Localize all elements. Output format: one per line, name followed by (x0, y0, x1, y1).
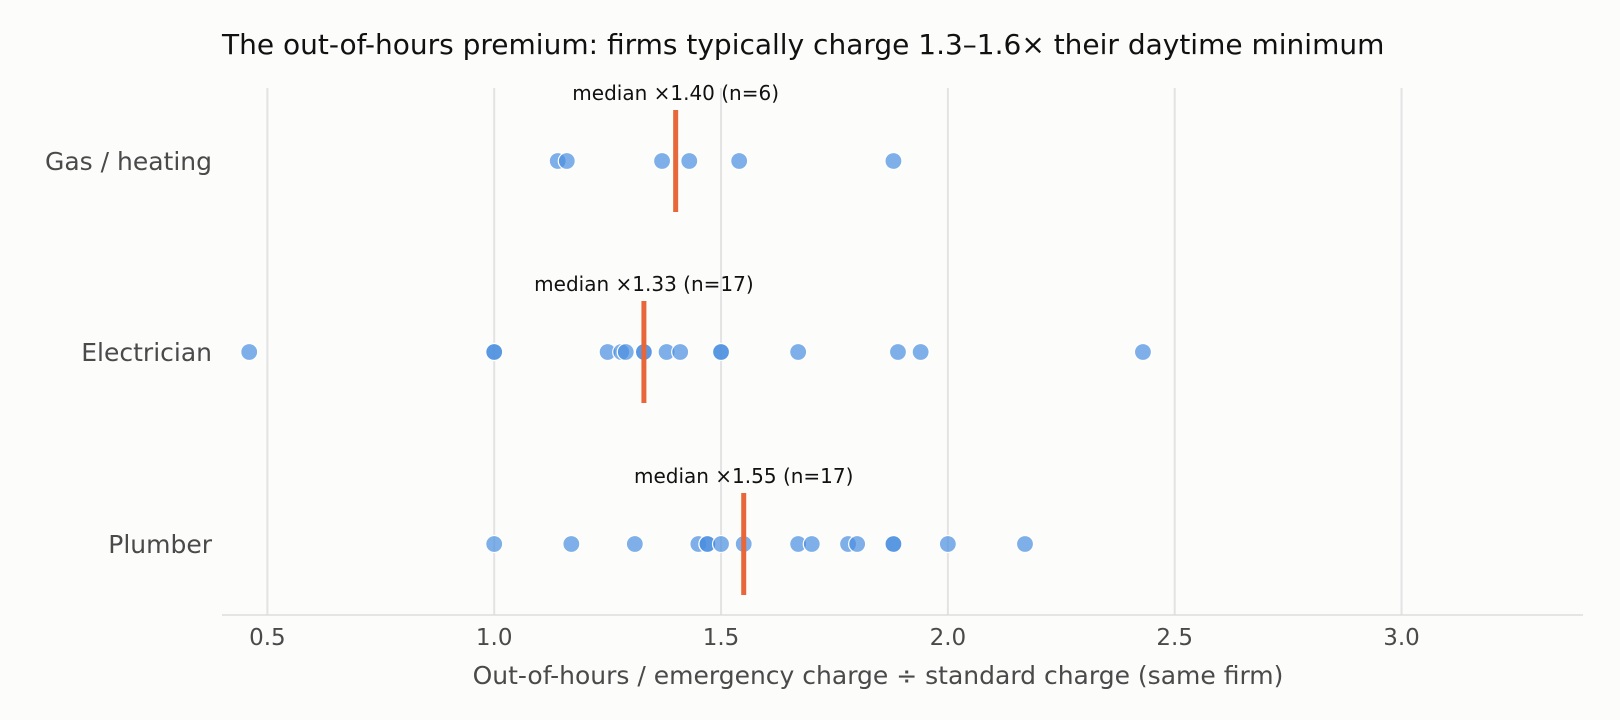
data-point (884, 534, 903, 554)
data-point (711, 342, 731, 362)
x-tick-label: 1.5 (703, 625, 740, 651)
data-point (884, 151, 903, 171)
data-point (730, 151, 749, 171)
median-label: median ×1.55 (n=17) (634, 464, 853, 488)
x-tick-label: 1.0 (476, 625, 513, 651)
category-label: Plumber (108, 530, 212, 559)
data-point (485, 342, 504, 362)
data-point (652, 151, 672, 171)
x-tick-label: 2.5 (1156, 625, 1193, 651)
data-point (1015, 534, 1035, 554)
data-point (240, 342, 259, 362)
x-tick-label: 0.5 (249, 625, 286, 651)
data-points (240, 151, 1153, 554)
data-point (711, 534, 731, 554)
data-point (789, 342, 808, 362)
data-point (557, 151, 576, 171)
median-label: median ×1.33 (n=17) (534, 272, 753, 296)
data-point (616, 342, 635, 362)
data-point (1133, 342, 1153, 362)
data-point (671, 342, 690, 362)
x-axis-label: Out-of-hours / emergency charge ÷ standa… (473, 661, 1284, 690)
chart-title: The out-of-hours premium: firms typicall… (221, 28, 1384, 61)
data-point (938, 534, 957, 554)
data-point (485, 534, 504, 554)
data-point (911, 342, 930, 362)
data-point (802, 534, 821, 554)
data-point (888, 342, 908, 362)
data-point (625, 534, 644, 554)
category-label: Gas / heating (45, 147, 212, 176)
data-point (848, 534, 867, 554)
median-label: median ×1.40 (n=6) (572, 81, 779, 105)
data-point (680, 151, 699, 171)
x-tick-label: 3.0 (1383, 625, 1420, 651)
category-label: Electrician (81, 338, 212, 367)
x-tick-label: 2.0 (930, 625, 967, 651)
median-markers: median ×1.40 (n=6) median ×1.33 (n=17) med… (534, 81, 853, 595)
data-point (562, 534, 581, 554)
grid-lines (266, 88, 1403, 615)
x-tick-labels: 0.5 1.0 1.5 2.0 2.5 3.0 (249, 625, 1420, 651)
category-labels: Gas / heating Electrician Plumber (45, 147, 213, 559)
